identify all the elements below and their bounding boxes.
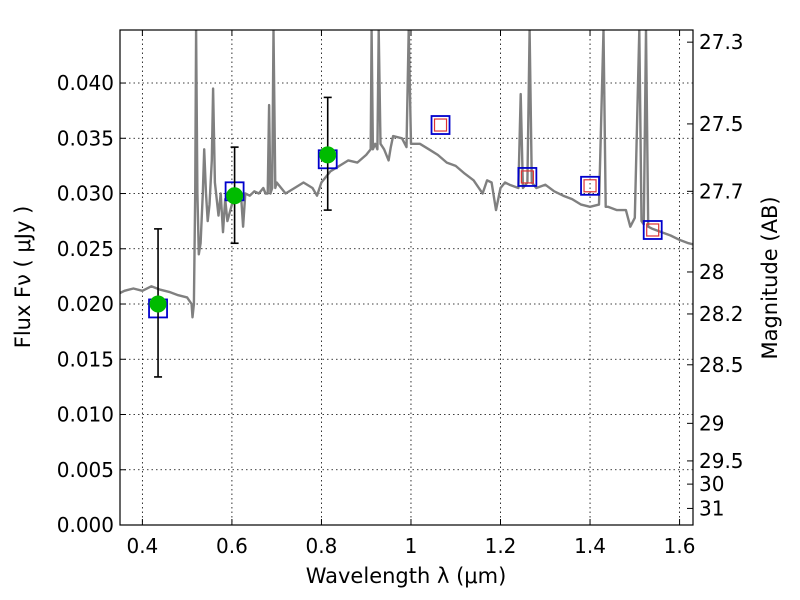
spectrum-layer [120,30,693,319]
y-tick-label: 0.010 [57,403,114,427]
y-tick-label: 0.020 [57,292,114,316]
magnitude-tick-label: 29 [699,411,724,435]
y-tick-label: 0.030 [57,182,114,206]
magnitude-tick-label: 28.5 [699,353,744,377]
model-square-inner [520,170,534,184]
y-tick-label: 0.015 [57,347,114,371]
x-axis-label: Wavelength λ (μm) [306,564,507,588]
y-tick-label: 0.025 [57,237,114,261]
magnitude-tick-label: 27.3 [699,30,744,54]
x-tick-label: 0.4 [126,534,158,558]
x-tick-label: 0.8 [306,534,338,558]
y-tick-label: 0.000 [57,513,114,537]
observed-point [319,146,337,164]
observed-point [226,187,244,205]
magnitude-tick-label: 29.5 [699,449,744,473]
magnitude-tick-label: 27.7 [699,179,744,203]
model-square [642,220,663,240]
model-square-inner [433,118,448,132]
markers-layer [148,96,663,378]
x-tick-label: 0.6 [216,534,248,558]
magnitude-axis-label: Magnitude (AB) [758,196,782,359]
magnitude-tick-label: 28.2 [699,302,744,326]
x-tick-label: 1.2 [485,534,517,558]
x-tick-label: 1.4 [574,534,606,558]
model-square [430,115,451,135]
spectrum-line [120,30,693,319]
y-tick-label: 0.040 [57,71,114,95]
model-square-inner [646,223,660,237]
model-square [517,167,538,187]
magnitude-tick-label: 27.5 [699,112,744,136]
y-axis-label: Flux Fν ( μJy ) [11,206,35,349]
y-tick-label: 0.035 [57,126,114,150]
y-axis: 0.000 0.005 0.010 0.015 0.020 0.025 0.030 0.035… [57,71,126,537]
x-axis: 0.4 0.6 0.8 1 1.2 1.4 1.6 [126,30,695,558]
x-tick-label: 1 [405,534,418,558]
magnitude-tick-label: 28 [699,260,724,284]
magnitude-tick-label: 31 [699,496,724,520]
observed-point [149,295,167,313]
model-square [580,175,600,196]
model-square-inner [583,179,597,193]
x-tick-label: 1.6 [664,534,696,558]
plot-frame [119,29,694,526]
magnitude-tick-label: 30 [699,472,724,496]
y-tick-label: 0.005 [57,458,114,482]
